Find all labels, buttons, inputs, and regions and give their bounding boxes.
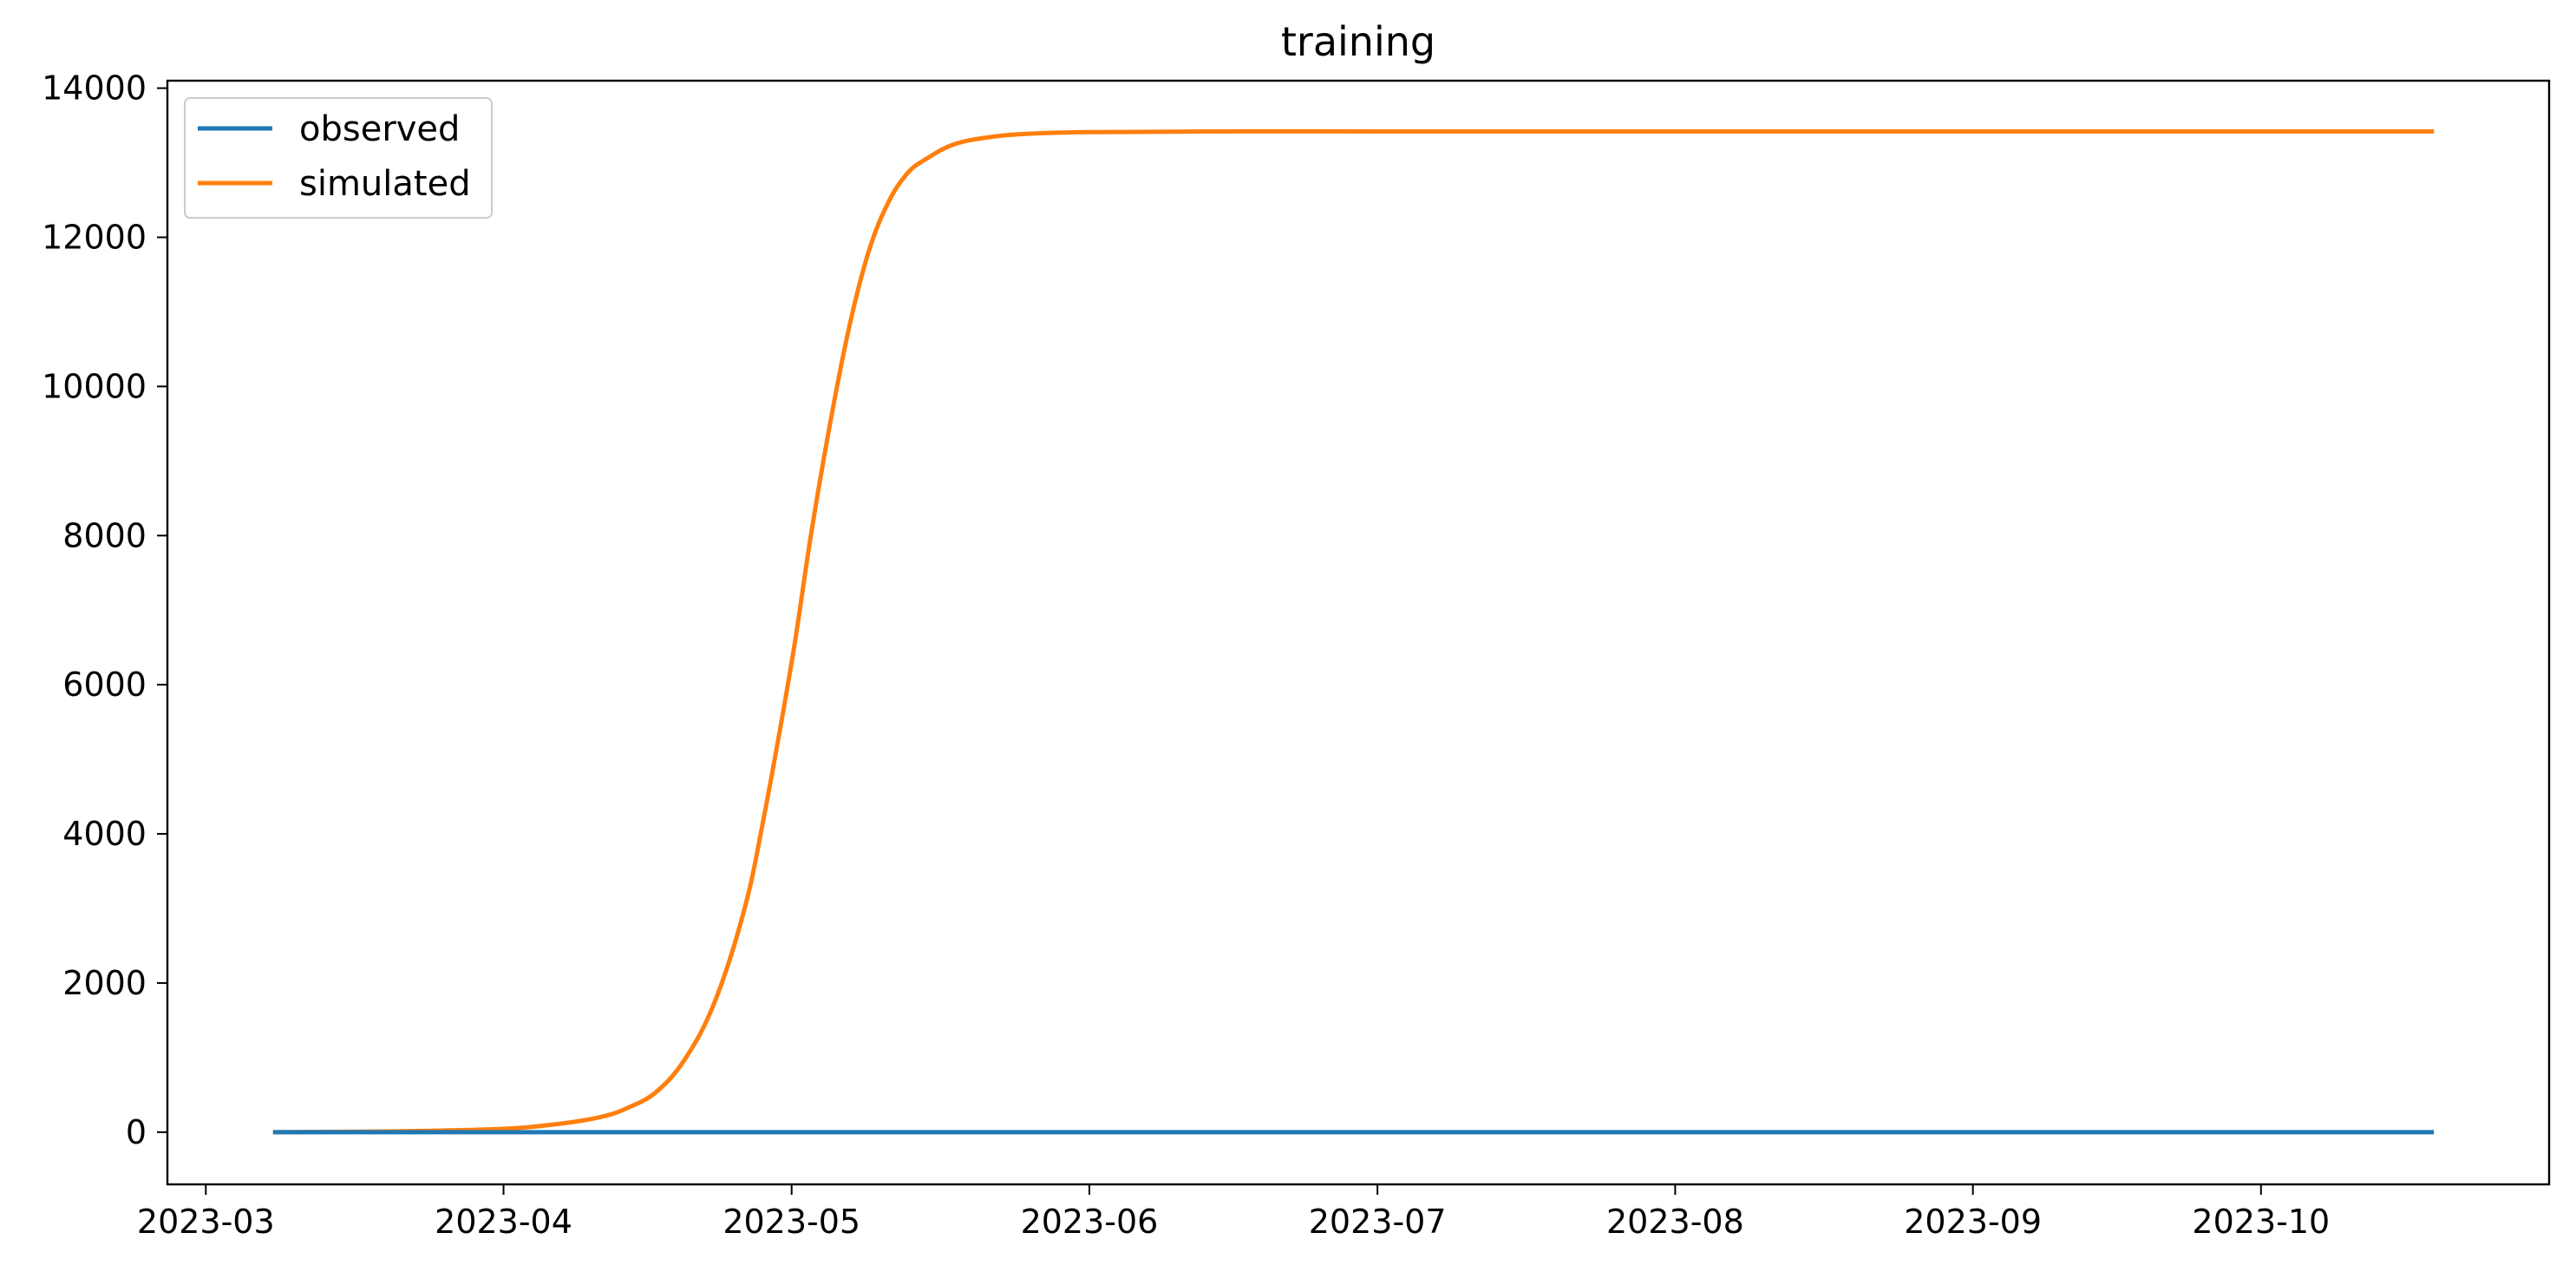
legend-label-observed: observed: [299, 109, 460, 149]
x-tick-label: 2023-07: [1309, 1203, 1447, 1241]
x-tick-label: 2023-06: [1021, 1203, 1159, 1241]
y-tick-label: 8000: [62, 516, 147, 554]
series-layer: [272, 128, 2435, 1135]
y-tick-label: 4000: [62, 815, 147, 853]
y-tick-label: 2000: [62, 964, 147, 1002]
x-tick-label: 2023-05: [722, 1203, 860, 1241]
x-tick-label: 2023-03: [137, 1203, 275, 1241]
legend: observed simulated: [184, 97, 493, 219]
chart-title: training: [1281, 18, 1435, 65]
legend-label-simulated: simulated: [299, 164, 471, 204]
y-tick-label: 12000: [42, 218, 147, 256]
x-tick-label: 2023-08: [1606, 1203, 1744, 1241]
x-tick-label: 2023-09: [1904, 1203, 2042, 1241]
plot-frame: [166, 79, 2551, 1186]
y-tick-label: 0: [126, 1113, 147, 1151]
y-tick-label: 6000: [62, 666, 147, 704]
y-tick-label: 14000: [42, 69, 147, 108]
x-tick-label: 2023-04: [435, 1203, 572, 1241]
x-tick-label: 2023-10: [2192, 1203, 2330, 1241]
series-line-simulated: [272, 128, 2435, 1135]
axes-layer: 2023-03 2023-04 2023-05 2023-06 2023-07 2023-…: [42, 69, 2330, 1241]
y-tick-label: 10000: [42, 367, 147, 405]
